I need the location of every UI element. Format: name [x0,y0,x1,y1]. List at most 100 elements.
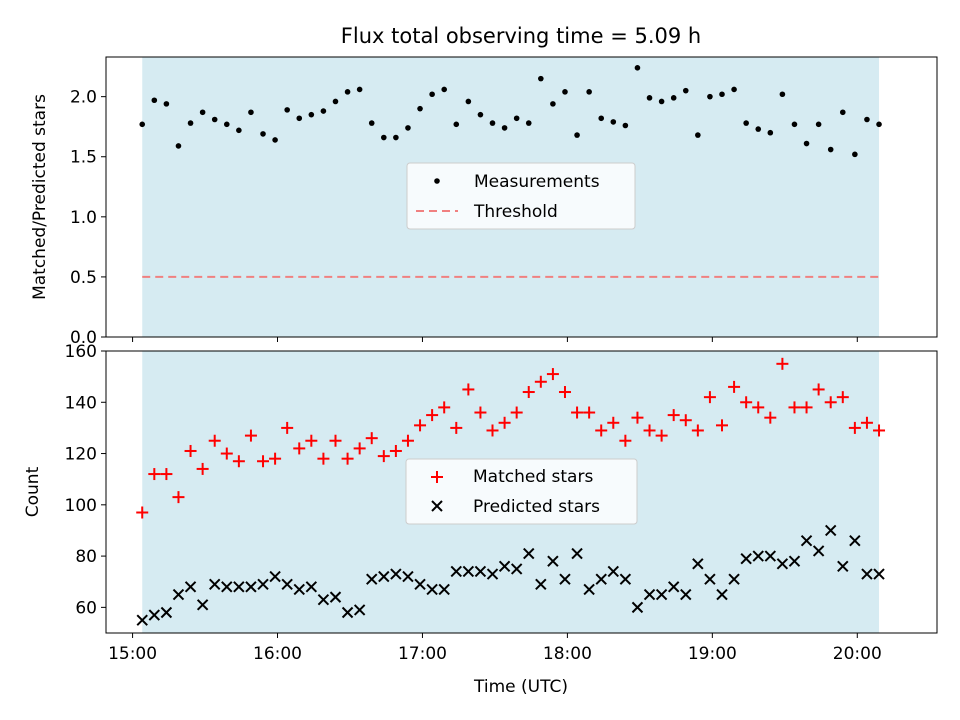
predicted-star-point [462,565,475,578]
y-tick-label: 160 [65,342,97,362]
measurement-point [864,116,870,123]
y-tick-label: 80 [75,547,97,567]
predicted-star-point [426,583,438,596]
matched-star-point [776,357,789,370]
measurement-point [538,75,544,82]
measurement-point [139,121,146,128]
matched-star-point [788,401,801,414]
measurement-point [562,89,568,95]
measurement-point [525,120,532,126]
predicted-star-point [812,545,825,557]
measurement-point [151,97,158,104]
count-legend: Matched stars Predicted stars [405,458,638,525]
matched-star-point [232,455,245,468]
count-legend-box [405,458,638,525]
y-tick-label: 140 [65,393,97,413]
measurement-point [682,87,689,94]
matched-star-point [450,421,463,434]
y-tick-label: 0.5 [70,268,97,288]
measurement-point [453,121,460,128]
predicted-star-point [438,583,450,596]
measurement-point [381,134,387,141]
count-x-axis-label: Time (UTC) [473,677,568,697]
x-tick-label: 18:00 [543,644,592,664]
matched-star-point [522,386,535,399]
count-axes-frame [105,350,938,634]
measurement-point [598,115,605,122]
matched-star-point [293,442,306,455]
matched-star-point [546,368,559,381]
measurement-point [175,143,182,149]
matched-stars-points [136,357,886,519]
predicted-star-point [486,568,499,580]
measurement-point [441,86,447,93]
ratio-axes-frame [105,56,938,338]
matched-stars-legend-marker [431,471,443,483]
matched-star-point [257,455,270,468]
measurement-point [356,86,363,93]
matched-star-point [305,434,318,447]
measurement-point [465,98,472,105]
x-tick-label: 19:00 [688,644,737,664]
matched-star-point [583,406,596,419]
matched-star-point [848,421,861,434]
count-panel: 60 80 100 120 140 160 15:00 16:00 17:00 18:00 19:… [23,342,938,697]
predicted-star-point [378,570,390,583]
y-tick-label: 1.0 [70,208,97,228]
matched-star-point [595,424,608,437]
matched-star-point [474,406,487,419]
predicted-star-point [414,578,426,590]
matched-star-point [679,414,692,427]
measurement-point [574,132,580,138]
count-y-ticks: 60 80 100 120 140 160 [65,342,106,618]
matched-star-point [667,409,680,422]
matched-star-point [244,429,257,442]
matched-star-point [160,468,173,481]
predicted-star-point [353,604,366,616]
measurements-legend-marker [434,178,440,184]
threshold-legend-label: Threshold [473,202,558,222]
predicted-star-point [281,578,293,590]
measurement-point [405,125,411,131]
measurement-point [876,121,882,128]
measurement-point [803,140,810,147]
measurement-point [839,109,846,116]
matched-star-point [438,401,451,414]
predicted-stars-legend-marker [431,500,443,512]
measurement-point [223,121,230,128]
predicted-star-point [233,581,245,593]
predicted-star-point [837,560,849,573]
count-y-axis-label: Count [23,466,43,517]
measurement-point [248,109,254,116]
ratio-legend: Measurements Threshold [406,162,636,230]
measurement-point [187,120,194,126]
predicted-star-point [728,573,740,585]
predicted-star-point [402,570,414,583]
matched-star-point [836,391,849,404]
measurements-legend-label: Measurements [474,172,600,192]
measurement-point [296,115,303,122]
predicted-star-point [655,588,668,601]
matched-star-point [873,424,886,437]
predicted-star-point [136,614,148,626]
predicted-star-point [329,591,342,603]
predicted-star-point [196,599,209,611]
predicted-star-point [740,552,752,565]
matched-star-point [631,411,644,424]
matched-star-point [571,406,584,419]
measurement-point [815,121,822,128]
matched-star-point [752,401,765,414]
predicted-star-point [172,588,185,601]
predicted-star-point [607,565,620,578]
measurement-point [489,120,496,126]
predicted-star-point [341,606,354,619]
count-x-ticks: 15:00 16:00 17:00 18:00 19:00 20:00 [108,633,882,664]
measurement-point [707,93,713,100]
matched-star-point [353,442,366,455]
measurement-point [791,121,798,128]
predicted-star-point [510,563,523,575]
predicted-star-point [583,583,595,596]
predicted-star-point [873,568,885,580]
measurement-point [368,120,375,126]
matched-star-point [607,416,620,429]
